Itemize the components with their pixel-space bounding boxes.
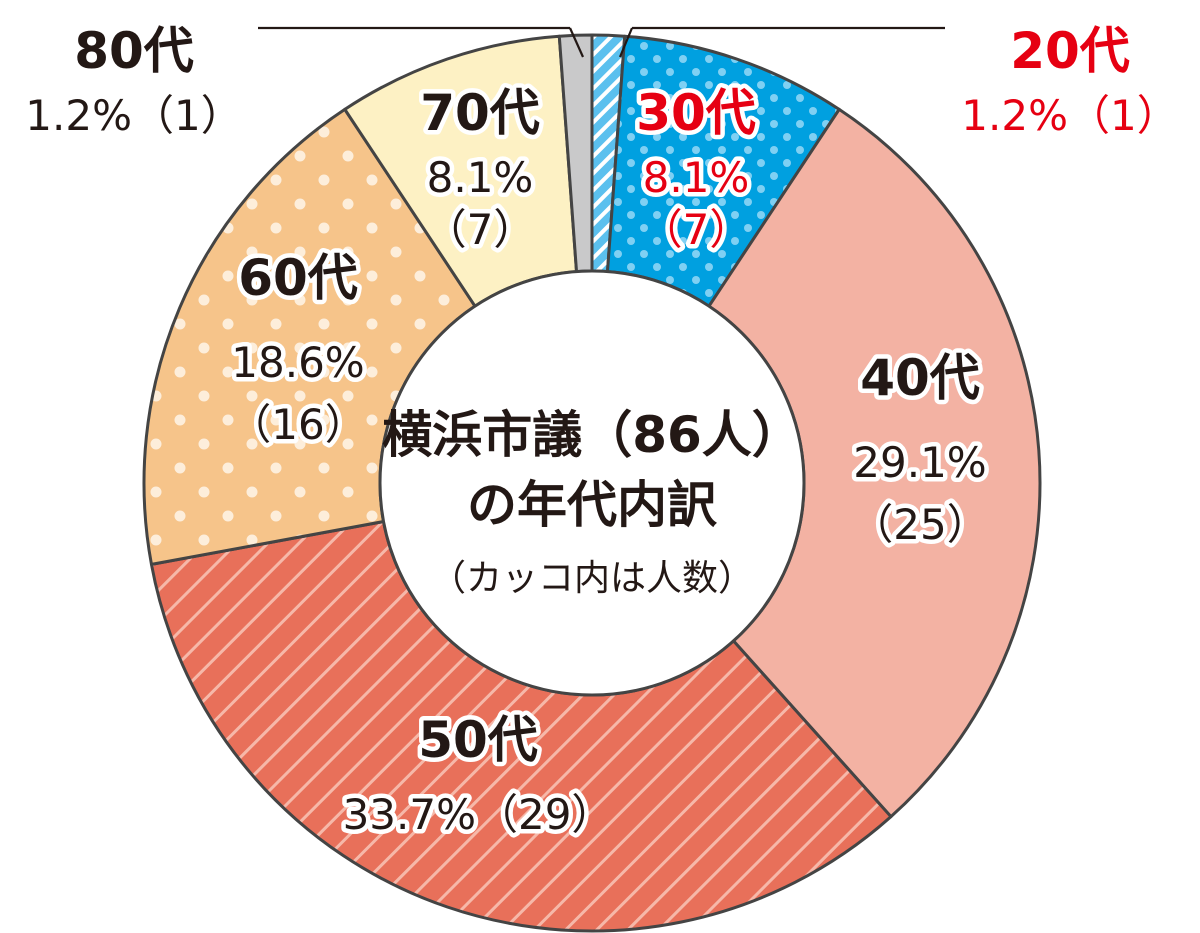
label-30s-value: 8.1% (643, 153, 750, 202)
label-30s-name: 30代 (636, 84, 756, 142)
leader-lines (258, 26, 945, 58)
label-40s-count: （25） (851, 500, 988, 549)
chart-title-line-2: の年代内訳 (467, 476, 717, 534)
label-50s-value: 33.7%（29） (343, 790, 614, 839)
label-20s-value: 1.2%（1） (961, 91, 1178, 140)
label-70s-count: （7） (425, 205, 536, 254)
label-80s-name: 80代 (74, 22, 194, 80)
label-20s: 20代 1.2%（1） (961, 22, 1178, 140)
label-40s-name: 40代 (860, 349, 980, 407)
label-60s: 60代 18.6% （16） (225, 245, 371, 454)
label-60s-value: 18.6% (231, 338, 364, 387)
label-60s-name: 60代 (238, 249, 358, 307)
label-80s-value: 1.2%（1） (25, 91, 242, 140)
label-60s-count: （16） (229, 400, 366, 449)
label-70s-value: 8.1% (427, 153, 534, 202)
leader-line-20s-tick (618, 27, 634, 58)
donut-slices (142, 33, 1042, 933)
label-50s: 50代 33.7%（29） (338, 707, 618, 844)
label-40s-value: 29.1% (853, 438, 986, 487)
label-80s: 80代 1.2%（1） (25, 22, 242, 140)
label-70s: 70代 8.1%（7） (416, 80, 545, 259)
label-40s: 40代 29.1% （25） (847, 345, 993, 554)
label-70s-name: 70代 (420, 84, 540, 142)
donut-hole (378, 269, 806, 697)
label-50s-name: 50代 (418, 711, 538, 769)
label-30s: 30代 8.1%（7） (632, 80, 761, 259)
leader-line-80s-tick (568, 27, 585, 58)
chart-subtitle: （カッコ内は人数） (430, 558, 754, 599)
slice-labels: 20代1.2%（1）30代8.1%（7）40代29.1%（25）50代33.7%… (25, 22, 1178, 844)
chart-title-line-1: 横浜市議（86人） (382, 406, 802, 464)
label-30s-count: （7） (641, 205, 752, 254)
label-20s-name: 20代 (1010, 22, 1130, 80)
